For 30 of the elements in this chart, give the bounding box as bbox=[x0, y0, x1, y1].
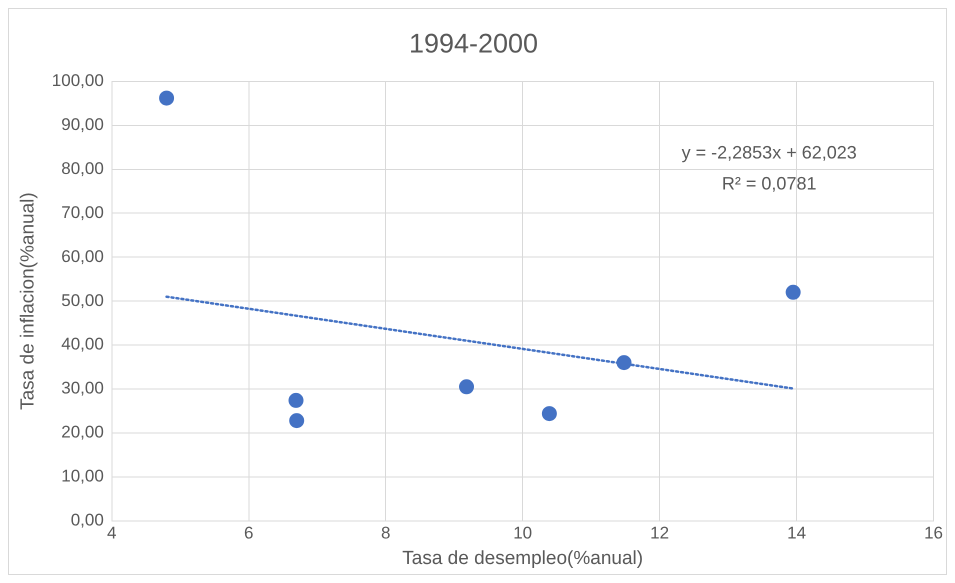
y-tick-label: 70,00 bbox=[61, 202, 104, 222]
x-tick-label: 8 bbox=[380, 524, 390, 543]
point bbox=[159, 90, 174, 106]
x-tick-label: 14 bbox=[787, 524, 806, 543]
point bbox=[459, 379, 474, 394]
point bbox=[288, 392, 304, 408]
y-tick-label: 100,00 bbox=[52, 71, 104, 90]
x-tick-label: 6 bbox=[244, 524, 254, 543]
x-tick-label: 4 bbox=[107, 524, 117, 543]
x-tick-label: 12 bbox=[650, 524, 670, 543]
y-tick-label: 0,00 bbox=[70, 510, 104, 530]
y-axis-title: Tasa de inflacion(%anual) bbox=[18, 192, 39, 410]
point bbox=[786, 284, 801, 300]
y-tick-label: 20,00 bbox=[61, 422, 104, 442]
point bbox=[542, 406, 557, 422]
y-tick-label: 10,00 bbox=[61, 466, 104, 486]
annotation: R² = 0,0781 bbox=[722, 173, 816, 194]
y-tick-label: 30,00 bbox=[61, 378, 104, 398]
point bbox=[616, 355, 632, 370]
y-tick-label: 40,00 bbox=[61, 334, 104, 354]
y-tick-label: 60,00 bbox=[61, 246, 104, 266]
y-tick-label: 90,00 bbox=[61, 115, 104, 134]
annotation: y = -2,2853x + 62,023 bbox=[682, 142, 857, 162]
y-tick-label: 50,00 bbox=[61, 290, 104, 310]
x-axis-title: Tasa de desempleo(%anual) bbox=[402, 548, 644, 569]
x-tick-label: 16 bbox=[924, 524, 944, 543]
point bbox=[289, 413, 304, 428]
x-tick-label: 10 bbox=[513, 524, 532, 543]
chart-title: 1994-2000 bbox=[408, 28, 538, 59]
y-tick-label: 80,00 bbox=[61, 158, 104, 178]
